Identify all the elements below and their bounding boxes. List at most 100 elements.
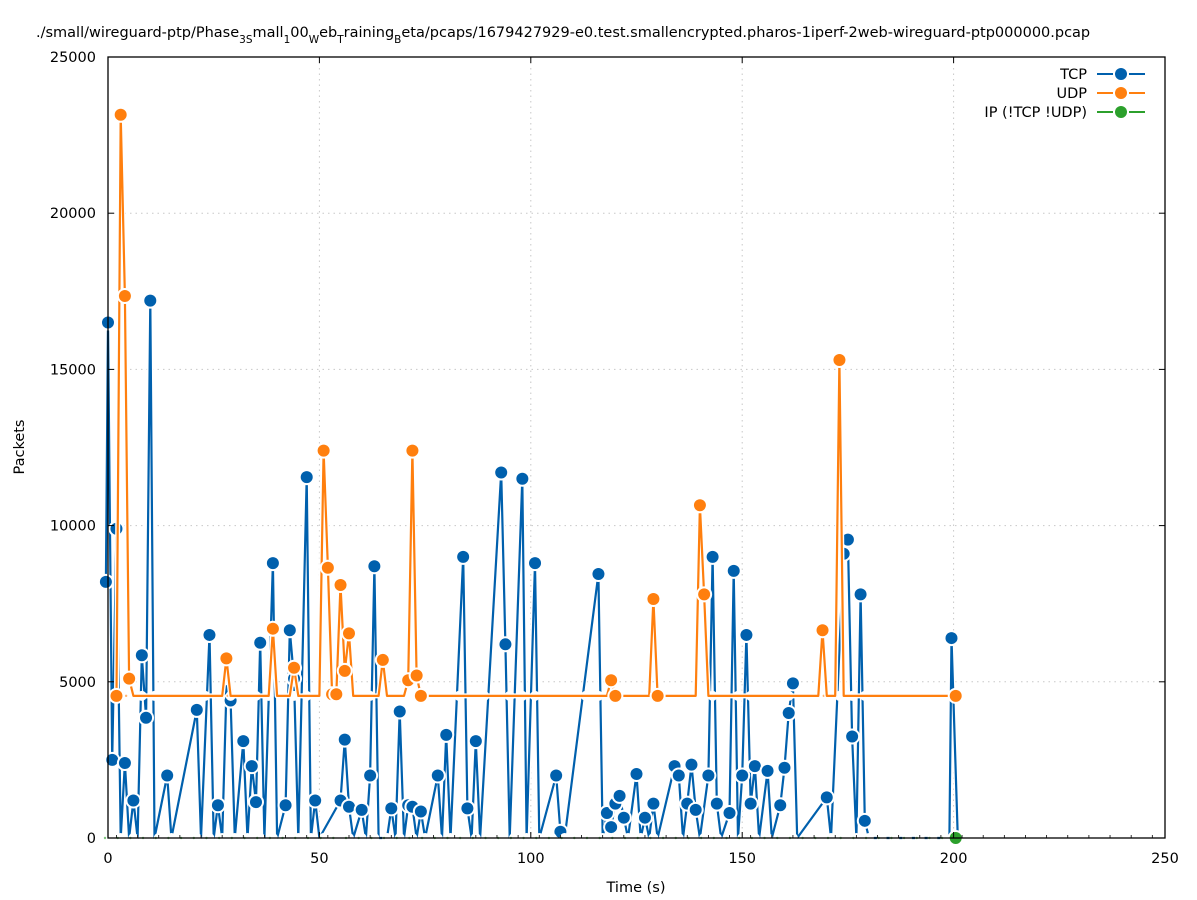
legend-label: IP (!TCP !UDP) <box>984 105 1087 121</box>
data-point <box>338 733 351 746</box>
y-tick-label: 5000 <box>59 675 96 691</box>
data-point <box>385 802 398 815</box>
data-point <box>702 769 715 782</box>
data-point <box>689 803 702 816</box>
data-point <box>410 669 423 682</box>
baseline-marker <box>103 836 107 840</box>
title-part: raining <box>344 25 395 41</box>
data-point <box>254 636 267 649</box>
data-point <box>609 689 622 702</box>
data-point <box>786 677 799 690</box>
x-tick-label: 0 <box>103 851 112 867</box>
data-point <box>309 794 322 807</box>
axis-ticks: 0 50 100 150 200 250 0 5000 10000 15000 20000 25000 <box>50 50 1179 867</box>
data-point <box>647 797 660 810</box>
data-point <box>110 689 123 702</box>
title-part: 1 <box>284 34 291 46</box>
data-point <box>782 707 795 720</box>
data-point <box>638 811 651 824</box>
x-tick-label: 250 <box>1151 851 1179 867</box>
legend-marker <box>1115 106 1127 118</box>
x-tick-label: 50 <box>310 851 328 867</box>
data-point <box>140 711 153 724</box>
title-part: mall <box>253 25 284 41</box>
data-point <box>693 499 706 512</box>
title-part: eb <box>319 25 337 41</box>
title-part: ./small/wireguard-ptp/Phase <box>36 25 239 41</box>
legend-item: UDP <box>1056 86 1145 102</box>
data-point <box>672 769 685 782</box>
data-point <box>457 550 470 563</box>
data-point <box>144 294 157 307</box>
data-point <box>516 472 529 485</box>
series-line <box>115 113 956 697</box>
data-point <box>469 735 482 748</box>
data-point <box>613 789 626 802</box>
legend-item: TCP <box>1059 67 1145 83</box>
data-point <box>393 705 406 718</box>
data-point <box>605 674 618 687</box>
data-point <box>249 796 262 809</box>
data-point <box>211 799 224 812</box>
data-point <box>127 794 140 807</box>
data-point <box>592 568 605 581</box>
data-point <box>748 760 761 773</box>
data-point <box>114 108 127 121</box>
y-tick-label: 10000 <box>50 519 96 535</box>
title-part: eta/pcaps/1679427929-e0.test.smallencryp… <box>401 25 1090 41</box>
data-point <box>266 557 279 570</box>
title-part: 3S <box>239 34 253 46</box>
title-part: B <box>394 34 401 46</box>
series-tcp <box>97 292 961 841</box>
data-point <box>698 588 711 601</box>
legend-item: IP (!TCP !UDP) <box>984 105 1145 121</box>
data-point <box>99 575 112 588</box>
data-point <box>330 688 343 701</box>
title-part: 00 <box>290 25 308 41</box>
data-point <box>414 689 427 702</box>
y-tick-label: 15000 <box>50 362 96 378</box>
plot-border <box>107 56 1166 839</box>
data-point <box>368 560 381 573</box>
data-point <box>495 466 508 479</box>
data-point <box>833 354 846 367</box>
data-point <box>727 564 740 577</box>
data-point <box>338 664 351 677</box>
data-point <box>161 769 174 782</box>
data-point <box>342 627 355 640</box>
data-point <box>841 533 854 546</box>
data-point <box>123 672 136 685</box>
data-point <box>685 758 698 771</box>
data-point <box>945 632 958 645</box>
data-point <box>846 730 859 743</box>
data-point <box>816 624 829 637</box>
data-point <box>529 557 542 570</box>
data-point <box>617 811 630 824</box>
legend: TCP UDP IP (!TCP !UDP) <box>984 67 1145 121</box>
legend-label: TCP <box>1059 67 1087 83</box>
data-point <box>431 769 444 782</box>
data-point <box>334 578 347 591</box>
data-point <box>761 764 774 777</box>
x-tick-label: 100 <box>517 851 545 867</box>
data-point <box>283 624 296 637</box>
data-point <box>949 689 962 702</box>
data-point <box>376 653 389 666</box>
y-tick-label: 0 <box>87 831 96 847</box>
x-tick-label: 150 <box>728 851 756 867</box>
legend-marker <box>1115 68 1127 80</box>
data-point <box>600 807 613 820</box>
data-point <box>858 814 871 827</box>
data-point <box>414 805 427 818</box>
y-tick-label: 25000 <box>50 50 96 66</box>
baseline-marker <box>124 694 128 698</box>
data-point <box>550 769 563 782</box>
data-point <box>321 561 334 574</box>
data-point <box>118 757 131 770</box>
data-point <box>300 471 313 484</box>
data-point <box>364 769 377 782</box>
data-point <box>723 807 736 820</box>
series-udp <box>108 106 964 704</box>
data-point <box>854 588 867 601</box>
data-point <box>220 652 233 665</box>
